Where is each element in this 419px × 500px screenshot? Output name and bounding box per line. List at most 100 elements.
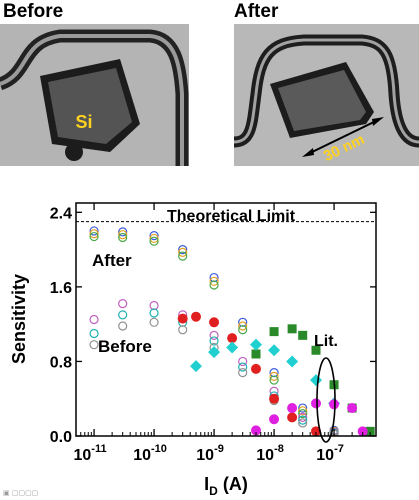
x-axis-label-main: I	[204, 474, 209, 494]
data-point	[89, 226, 99, 236]
data-point	[311, 345, 321, 355]
data-point	[298, 403, 308, 413]
watermark-logo: ▣ ▢▢▢▢	[3, 489, 39, 497]
y-tick-label: 0.8	[50, 354, 72, 371]
data-point	[89, 340, 99, 350]
data-point	[238, 368, 248, 378]
lit-highlight-ellipse	[316, 357, 336, 443]
data-point	[298, 412, 308, 422]
data-point	[209, 280, 219, 290]
y-tick-label: 0.0	[50, 429, 72, 446]
data-point	[269, 414, 280, 425]
theoretical-limit-label: Theoretical Limit	[167, 208, 296, 225]
data-point	[89, 314, 99, 325]
data-point	[311, 426, 321, 436]
si-core-label: Si	[75, 112, 92, 132]
data-point	[287, 324, 297, 334]
after-annotation: After	[92, 251, 132, 270]
data-point	[268, 344, 281, 357]
x-tick-label: 10-9	[196, 443, 224, 464]
axes: 0.0 0.8 1.6 2.4 10-11 10-10 10-9 10-8 10-7	[50, 202, 377, 464]
x-axis-label-unit: (A)	[218, 474, 248, 494]
data-point	[149, 300, 159, 311]
data-point	[118, 321, 128, 331]
data-point	[89, 231, 99, 242]
data-point	[209, 276, 219, 286]
data-point	[298, 418, 308, 428]
data-point	[178, 325, 188, 335]
data-point	[149, 231, 159, 241]
plot-frame-border	[75, 202, 377, 437]
series-before-4	[89, 308, 339, 436]
data-point	[298, 415, 308, 425]
y-tick-label: 2.4	[50, 205, 72, 222]
x-tick-label: 10-10	[133, 443, 167, 464]
data-point	[251, 425, 261, 436]
tem-image-before: Si	[0, 24, 189, 166]
data-point	[191, 311, 201, 322]
data-point	[178, 244, 188, 255]
data-point	[209, 330, 219, 340]
data-point	[250, 338, 262, 351]
data-point	[118, 230, 128, 240]
data-point	[89, 229, 99, 239]
before-panel-title: Before	[3, 1, 64, 22]
y-tick-label: 1.6	[50, 280, 72, 297]
data-point	[238, 362, 248, 372]
data-point	[347, 403, 358, 414]
data-point	[149, 308, 159, 318]
series-lit-9	[251, 398, 368, 436]
before-annotation: Before	[98, 337, 152, 356]
data-point	[251, 363, 261, 374]
data-point	[89, 328, 99, 339]
data-point	[149, 236, 159, 246]
x-tick-label: 10-11	[74, 443, 107, 464]
data-point	[251, 349, 261, 359]
data-point	[118, 310, 128, 320]
data-point	[226, 341, 239, 354]
x-axis-label-subscript: D	[209, 484, 218, 498]
series-after-2	[89, 231, 339, 436]
tem-image-after: 30 nm	[234, 24, 419, 166]
y-axis-label: Sensitivity	[9, 274, 29, 364]
data-point	[357, 426, 368, 436]
data-point	[269, 371, 279, 381]
lit-annotation: Lit.	[314, 333, 338, 350]
data-point	[298, 330, 308, 340]
x-axis-label: ID (A)	[204, 474, 248, 498]
data-point	[238, 325, 248, 335]
data-point	[286, 355, 299, 368]
data-point	[178, 247, 188, 257]
x-tick-label: 10-8	[256, 443, 284, 464]
data-point	[298, 406, 308, 416]
data-point	[365, 426, 375, 436]
data-point	[190, 360, 202, 373]
data-point	[238, 356, 248, 367]
x-tick-label: 10-7	[316, 443, 344, 464]
sensitivity-chart: 0.0 0.8 1.6 2.4 10-11 10-10 10-9 10-8 10-7 Sensi…	[9, 202, 377, 498]
data-point	[149, 317, 159, 327]
data-point	[118, 227, 128, 237]
data-point	[208, 346, 221, 359]
data-series	[89, 226, 375, 436]
data-point	[209, 317, 220, 328]
data-point	[118, 299, 128, 309]
data-point	[209, 336, 219, 346]
data-point	[118, 232, 128, 243]
data-point	[149, 233, 159, 244]
data-point	[177, 313, 188, 324]
data-point	[287, 412, 298, 423]
after-panel-title: After	[234, 1, 279, 22]
data-point	[178, 251, 188, 261]
series-lit-6	[177, 311, 321, 436]
data-point	[310, 374, 322, 387]
data-point	[287, 403, 298, 414]
data-point	[269, 327, 279, 337]
data-point	[269, 375, 279, 385]
data-point	[298, 409, 308, 419]
data-point	[329, 399, 340, 410]
data-point	[269, 393, 280, 404]
data-point	[227, 333, 238, 344]
data-point	[311, 398, 321, 409]
data-point	[238, 321, 248, 331]
